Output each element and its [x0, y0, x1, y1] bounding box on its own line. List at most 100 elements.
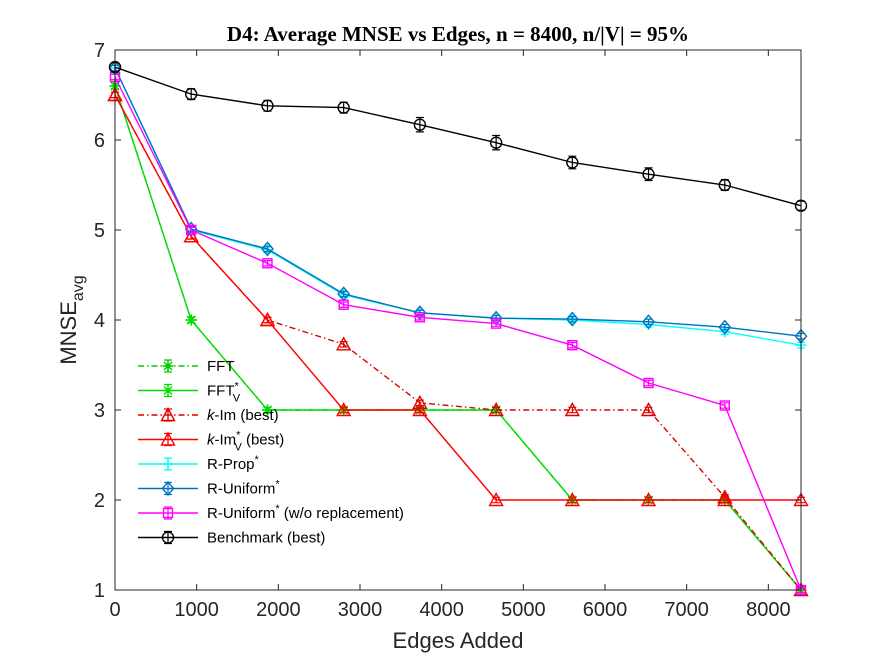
data-point: [718, 319, 732, 335]
data-point: [489, 136, 503, 149]
series-line: [114, 67, 802, 337]
y-axis: 1 2 3 4 5 6 7: [94, 40, 801, 602]
data-point: [337, 101, 350, 114]
data-point: [412, 402, 428, 417]
legend-entry: Benchmark (best): [138, 530, 325, 547]
error-bar: [644, 379, 653, 387]
legend-marker: [162, 360, 174, 372]
data-point: [642, 314, 655, 330]
legend-label-main: FFT: [207, 358, 235, 375]
legend-entry: R-Uniform*: [138, 479, 280, 498]
y-tick-label: 2: [94, 490, 105, 512]
legend-entry: k-Im* V (best): [138, 430, 284, 454]
data-point: [261, 99, 274, 113]
legend-marker: [162, 385, 174, 396]
series-5: [108, 60, 808, 344]
legend-label-sub: V: [233, 393, 241, 405]
data-point: [640, 492, 657, 507]
error-bar: [720, 402, 729, 409]
x-tick-label: 3000: [338, 599, 383, 621]
legend-label-sup: *: [275, 479, 280, 491]
legend-label: R-Uniform* (w/o replacement): [207, 503, 404, 522]
data-point: [490, 318, 502, 329]
data-point: [564, 492, 581, 507]
y-tick-label: 7: [94, 40, 105, 62]
legend-entry: R-Prop*: [138, 454, 260, 473]
legend-label-main: Benchmark (best): [207, 530, 325, 547]
data-point: [262, 258, 273, 269]
y-axis-label-sub: avg: [70, 275, 87, 301]
legend-label-main: R-Uniform: [207, 505, 275, 522]
data-point: [413, 118, 427, 131]
legend-label-post: (w/o replacement): [280, 505, 404, 522]
data-point: [640, 402, 657, 417]
legend-label: k-Im (best): [207, 407, 279, 424]
data-point: [717, 492, 733, 507]
data-point: [643, 377, 654, 389]
error-bar: [263, 260, 272, 267]
data-point: [565, 311, 579, 327]
data-point: [259, 312, 276, 327]
legend-label-main: -Im (best): [215, 407, 279, 424]
data-point: [564, 402, 581, 417]
legend-entry: R-Uniform* (w/o replacement): [138, 503, 404, 522]
error-bar: [339, 301, 348, 308]
y-tick-label: 6: [94, 130, 105, 152]
legend-label-main: FFT: [207, 383, 235, 400]
y-tick-label: 3: [94, 400, 105, 422]
error-bar: [492, 320, 501, 327]
data-point: [566, 156, 579, 169]
data-point: [488, 492, 504, 507]
x-tick-label: 5000: [501, 599, 546, 621]
data-point: [642, 167, 655, 181]
x-tick-label: 0: [109, 599, 120, 621]
x-tick-label: 2000: [256, 599, 301, 621]
x-tick-label: 6000: [583, 599, 628, 621]
legend-label: R-Uniform*: [207, 479, 280, 498]
data-point: [261, 241, 274, 257]
legend-label-main: -Im: [215, 432, 237, 449]
legend-label-sup: *: [275, 503, 280, 515]
x-tick-label: 8000: [746, 599, 791, 621]
error-bar: [644, 167, 653, 182]
legend-marker: [160, 407, 176, 422]
legend-entry: FFT: [138, 358, 235, 375]
data-point: [261, 404, 273, 416]
error-bar: [187, 226, 196, 234]
legend-marker: [161, 531, 175, 544]
y-tick-label: 5: [94, 220, 105, 242]
y-axis-label: MNSEavg: [56, 275, 87, 364]
y-axis-label-main: MNSE: [56, 301, 81, 365]
legend-label-main: R-Prop: [207, 456, 255, 473]
data-point: [335, 336, 352, 351]
data-point: [335, 402, 352, 417]
y-tick-label: 1: [94, 580, 105, 602]
chart-title: D4: Average MNSE vs Edges, n = 8400, n/|…: [227, 22, 689, 46]
legend-label-sup: *: [255, 454, 260, 466]
data-point: [719, 400, 731, 411]
series-line: [114, 76, 802, 591]
legend-label: k-Im* V (best): [207, 430, 284, 454]
data-point: [718, 178, 732, 192]
legend-label-sup: *: [236, 430, 241, 442]
series-line: [114, 66, 802, 207]
data-point: [185, 314, 197, 326]
error-bar: [415, 314, 424, 321]
legend-marker: [161, 480, 175, 497]
series-line: [114, 94, 801, 501]
legend-entry: FFT* V: [138, 381, 241, 405]
legend-entry: k-Im (best): [138, 407, 279, 424]
x-axis: 0 1000 2000 3000 4000 5000 6000 7000 8000: [109, 50, 791, 621]
legend-label: R-Prop*: [207, 454, 260, 473]
x-tick-label: 4000: [419, 599, 464, 621]
legend-label: Benchmark (best): [207, 530, 325, 547]
legend-label-sup: *: [235, 381, 240, 393]
y-tick-label: 4: [94, 310, 105, 332]
legend-marker: [162, 458, 174, 470]
x-axis-label: Edges Added: [393, 628, 524, 653]
legend-label: FFT: [207, 358, 235, 375]
legend-label-italic: k: [207, 432, 216, 449]
legend-label-main: R-Uniform: [207, 481, 275, 498]
